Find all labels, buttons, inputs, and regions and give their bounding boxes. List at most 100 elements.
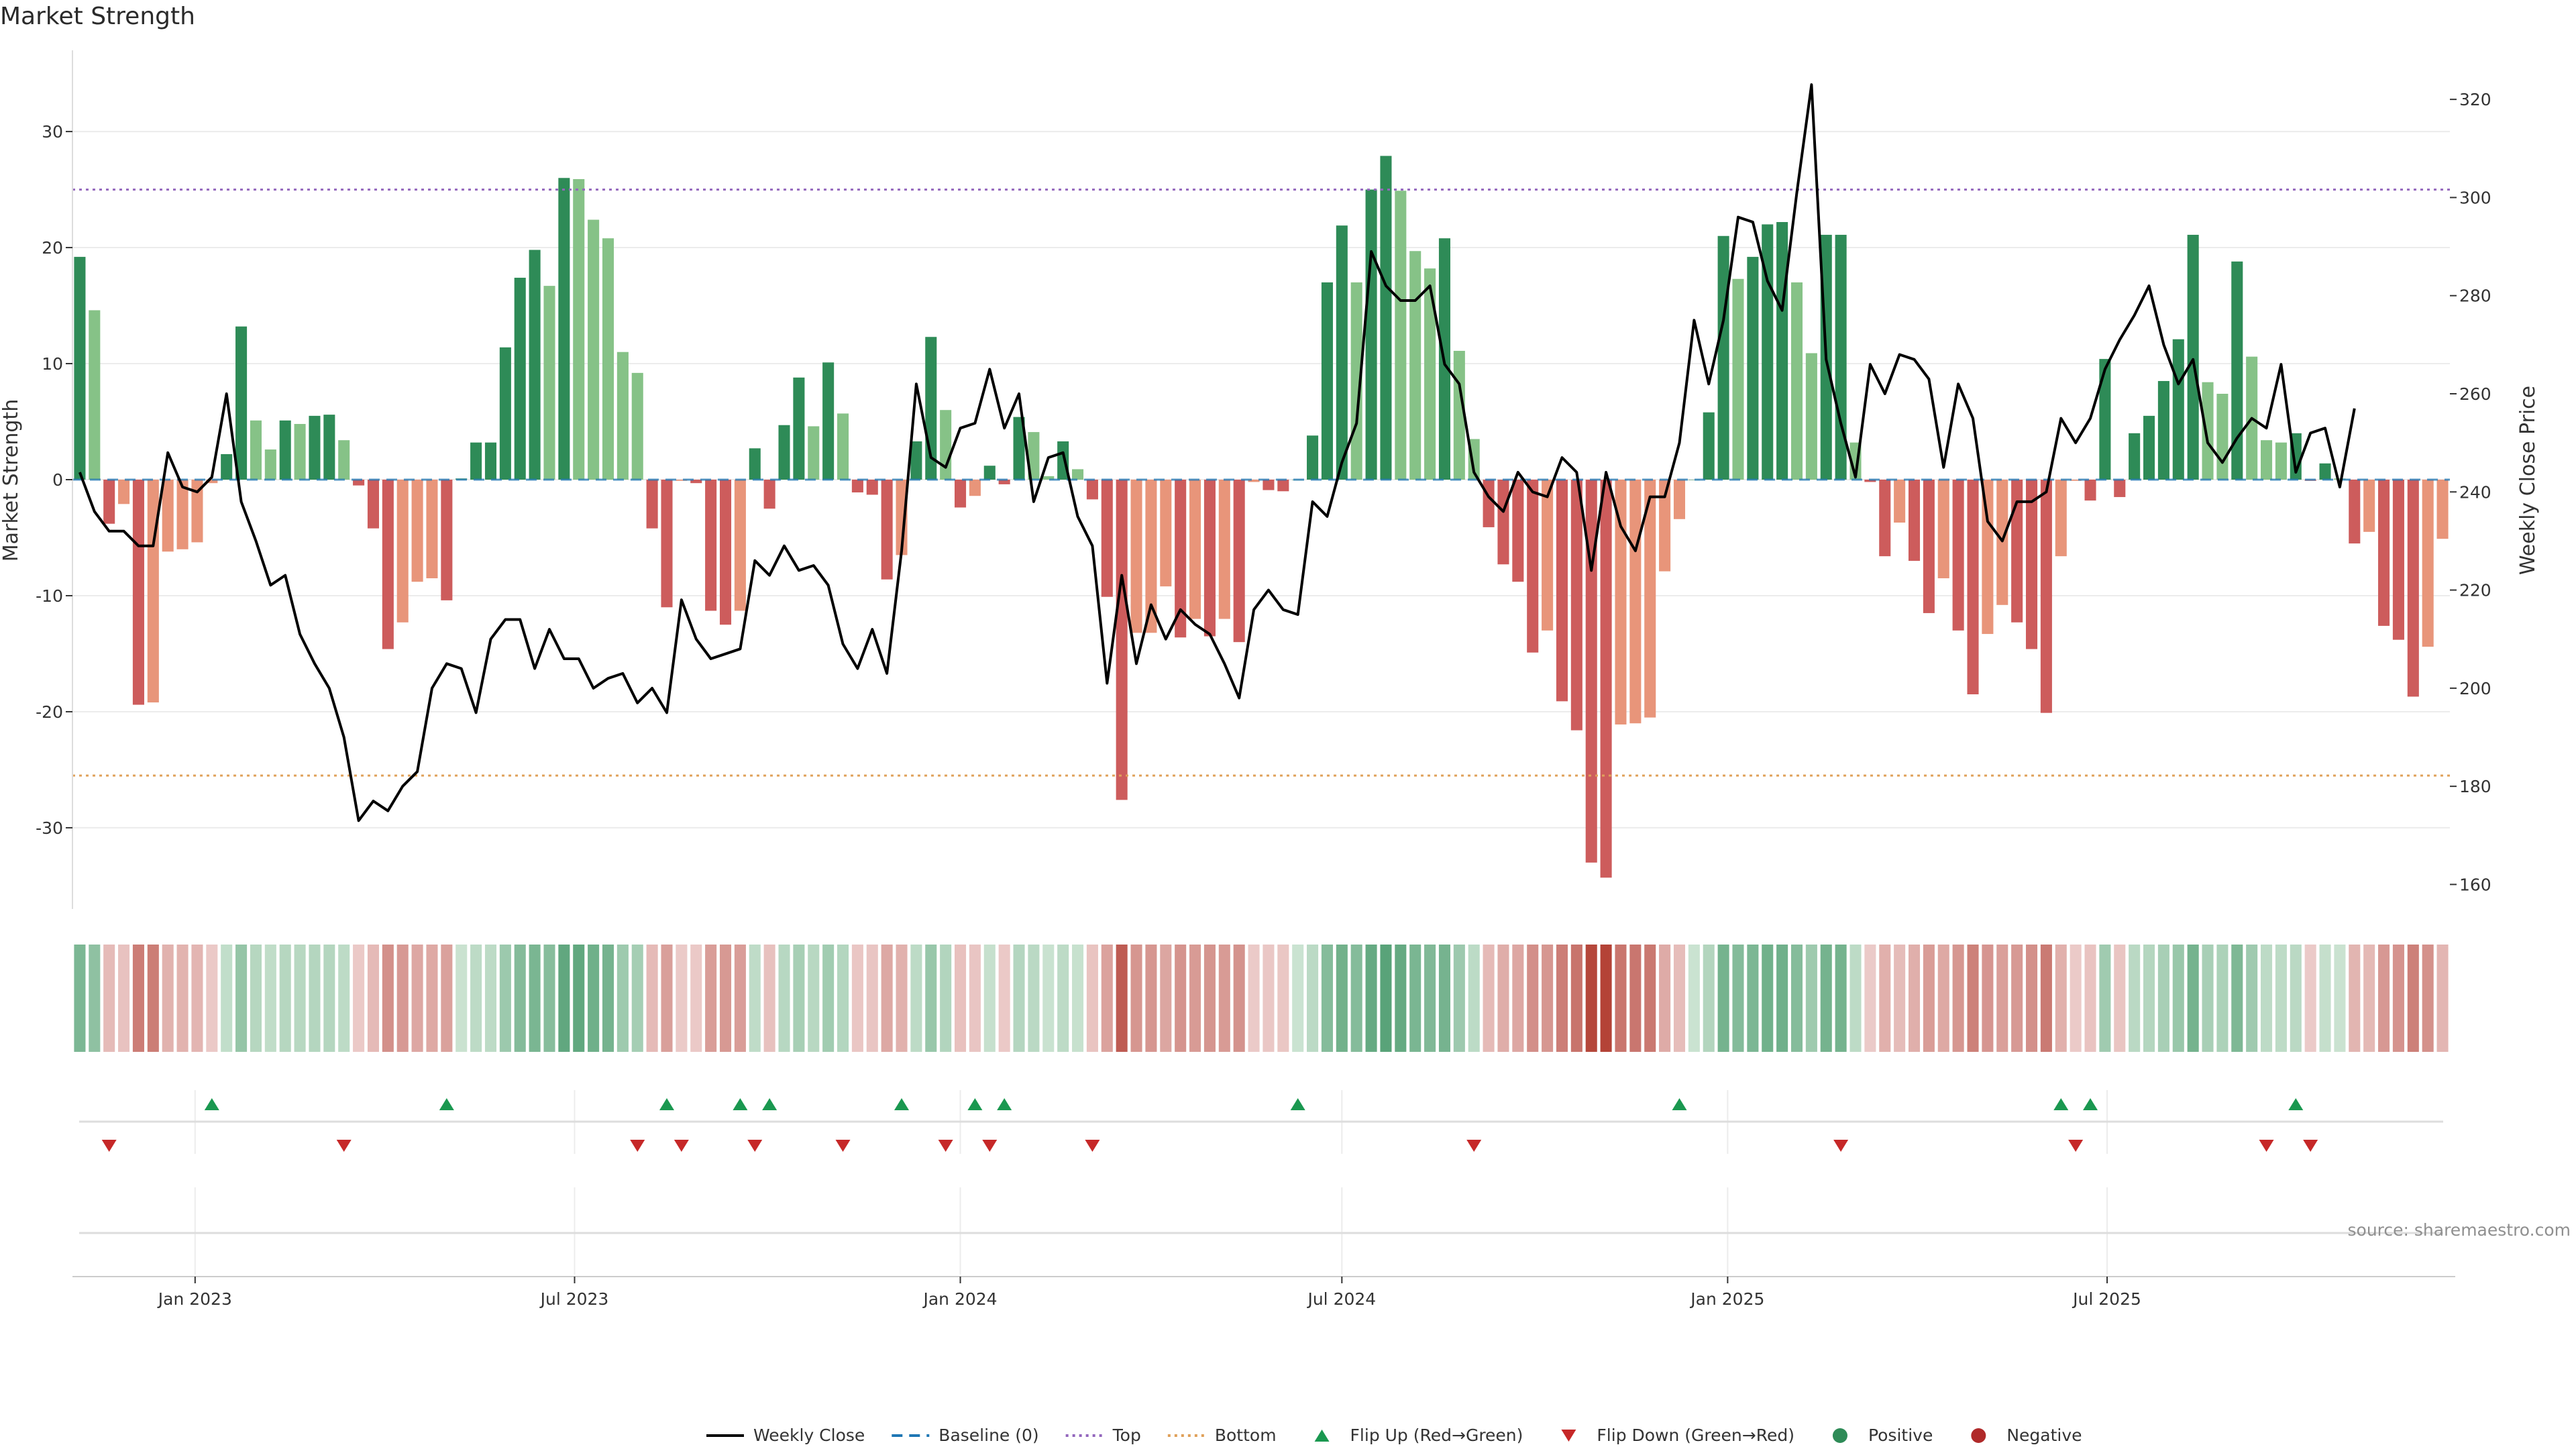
heat-cell bbox=[1145, 945, 1157, 1052]
heat-cell bbox=[910, 945, 922, 1052]
strength-bar bbox=[2025, 480, 2038, 649]
flip-down-marker bbox=[1466, 1140, 1482, 1152]
heat-cell bbox=[441, 945, 453, 1052]
strength-bar bbox=[1952, 480, 1964, 631]
strength-bar bbox=[1042, 476, 1055, 480]
heat-cell bbox=[1688, 945, 1700, 1052]
heat-cell bbox=[2407, 945, 2419, 1052]
x-tick-label: Jul 2023 bbox=[539, 1289, 609, 1309]
heat-cell bbox=[2129, 945, 2141, 1052]
heat-cell bbox=[749, 945, 761, 1052]
strength-bar bbox=[1703, 412, 1715, 480]
y2-tick-label: 260 bbox=[2459, 384, 2491, 404]
heat-cell bbox=[1952, 945, 1964, 1052]
heat-cell bbox=[484, 945, 497, 1052]
y2-tick-label: 240 bbox=[2459, 482, 2491, 502]
heat-cell bbox=[1849, 945, 1862, 1052]
strength-bar bbox=[1203, 480, 1216, 637]
strength-bar bbox=[1717, 235, 1729, 480]
legend-label: Negative bbox=[2006, 1426, 2082, 1445]
flip-down-marker bbox=[630, 1140, 645, 1152]
y-tick-label: -30 bbox=[36, 818, 63, 838]
strength-bar bbox=[1937, 480, 1949, 579]
strength-bar bbox=[235, 326, 248, 480]
heat-cell bbox=[206, 945, 218, 1052]
legend-label: Bottom bbox=[1215, 1426, 1277, 1445]
heat-cell bbox=[2363, 945, 2375, 1052]
heat-cell bbox=[353, 945, 365, 1052]
flip-up-marker bbox=[204, 1098, 219, 1110]
heat-cell bbox=[1380, 945, 1392, 1052]
strength-bar bbox=[162, 480, 174, 552]
strength-bar bbox=[411, 480, 423, 582]
heat-cell bbox=[426, 945, 438, 1052]
heat-cell bbox=[103, 945, 115, 1052]
heat-cell bbox=[162, 945, 174, 1052]
flip-down-marker bbox=[2303, 1140, 2318, 1152]
strength-bar bbox=[543, 286, 555, 480]
strength-bar bbox=[118, 480, 130, 504]
heat-cell bbox=[1879, 945, 1891, 1052]
strength-bar bbox=[734, 480, 746, 611]
heat-cell bbox=[2099, 945, 2111, 1052]
heat-cell bbox=[529, 945, 541, 1052]
strength-bar bbox=[1600, 480, 1612, 878]
heat-cell bbox=[2378, 945, 2390, 1052]
heat-cell bbox=[851, 945, 863, 1052]
heat-cell bbox=[543, 945, 555, 1052]
heat-cell bbox=[2246, 945, 2258, 1052]
heat-cell bbox=[1703, 945, 1715, 1052]
strength-bar bbox=[1556, 480, 1568, 702]
heat-cell bbox=[2040, 945, 2052, 1052]
heat-cell bbox=[1395, 945, 1407, 1052]
heat-cell bbox=[676, 945, 688, 1052]
legend-label: Weekly Close bbox=[753, 1426, 865, 1445]
heat-cell bbox=[382, 945, 394, 1052]
strength-bar bbox=[1218, 480, 1230, 619]
y2-tick-label: 280 bbox=[2459, 286, 2491, 306]
flip-down-marker bbox=[101, 1140, 117, 1152]
heat-cell bbox=[279, 945, 291, 1052]
heat-cell bbox=[734, 945, 746, 1052]
strength-bar bbox=[1527, 480, 1539, 653]
strength-bar bbox=[426, 480, 438, 579]
heat-cell bbox=[646, 945, 658, 1052]
strength-bar bbox=[1483, 480, 1495, 527]
heat-cell bbox=[176, 945, 189, 1052]
strength-bar bbox=[983, 466, 996, 480]
heat-cell bbox=[2084, 945, 2096, 1052]
y2-tick-label: 320 bbox=[2459, 90, 2491, 109]
strength-bar bbox=[191, 480, 203, 543]
flip-up-marker bbox=[733, 1098, 748, 1110]
strength-bar bbox=[1908, 480, 1921, 561]
strength-bar bbox=[1395, 191, 1407, 480]
strength-bar bbox=[998, 480, 1010, 484]
strength-bar bbox=[103, 480, 115, 524]
heat-cell bbox=[74, 945, 86, 1052]
strength-bar bbox=[2275, 442, 2287, 480]
strength-bar bbox=[338, 440, 350, 480]
heat-cell bbox=[1189, 945, 1201, 1052]
strength-bar bbox=[1409, 251, 1421, 480]
heat-cell bbox=[411, 945, 423, 1052]
heat-cell bbox=[132, 945, 144, 1052]
strength-bar bbox=[1996, 480, 2008, 605]
strength-bar bbox=[294, 423, 306, 480]
flip-down-marker bbox=[2259, 1140, 2274, 1152]
heat-cell bbox=[2422, 945, 2434, 1052]
heat-cell bbox=[1570, 945, 1582, 1052]
strength-bar bbox=[1570, 480, 1582, 731]
heat-cell bbox=[1175, 945, 1187, 1052]
legend-item: Baseline (0) bbox=[892, 1426, 1039, 1445]
legend-item: Flip Down (Green→Red) bbox=[1561, 1426, 1794, 1445]
legend-swatch-circle bbox=[1832, 1428, 1847, 1443]
strength-bar bbox=[382, 480, 394, 649]
y2-axis-title: Weekly Close Price bbox=[2516, 386, 2540, 575]
y-tick-label: -10 bbox=[36, 586, 63, 606]
flip-up-marker bbox=[762, 1098, 777, 1110]
heat-cell bbox=[1013, 945, 1025, 1052]
heat-cell bbox=[338, 945, 350, 1052]
y-tick-label: -20 bbox=[36, 702, 63, 722]
flip-up-marker bbox=[894, 1098, 910, 1110]
